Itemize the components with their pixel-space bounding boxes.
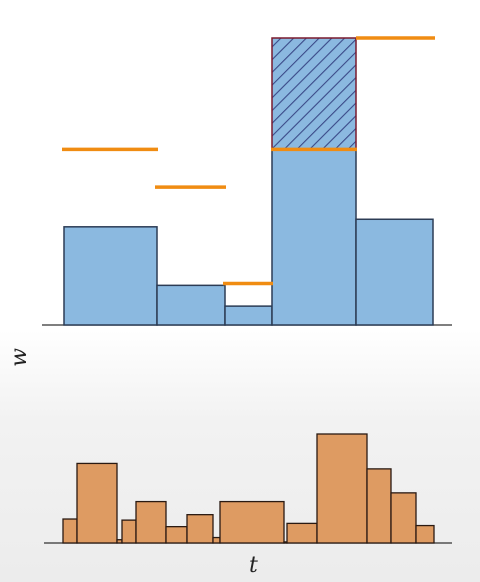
bottom-bar — [390, 492, 417, 544]
top-bar — [224, 305, 273, 326]
top-bar — [355, 218, 434, 326]
hatched-extension — [271, 37, 357, 151]
bottom-bar-chart — [44, 433, 452, 544]
bottom-bar — [135, 500, 167, 544]
bottom-bar — [212, 536, 221, 544]
top-bar — [63, 226, 158, 326]
bottom-bar — [121, 519, 137, 544]
top-bar — [271, 148, 357, 326]
bottom-bar — [286, 522, 318, 544]
bottom-bar — [366, 468, 392, 544]
bottom-bar — [116, 539, 123, 544]
top-bar-chart — [42, 36, 452, 326]
bottom-bar — [76, 462, 118, 544]
top-bar — [156, 284, 226, 326]
w-axis-label: w — [6, 348, 32, 367]
bottom-bar — [316, 433, 368, 544]
bottom-bar — [165, 526, 188, 544]
t-axis-label: t — [249, 553, 258, 578]
bottom-bar — [219, 500, 285, 544]
bottom-bar — [415, 524, 435, 544]
bottom-bar — [62, 518, 78, 544]
bottom-bar — [186, 514, 214, 544]
